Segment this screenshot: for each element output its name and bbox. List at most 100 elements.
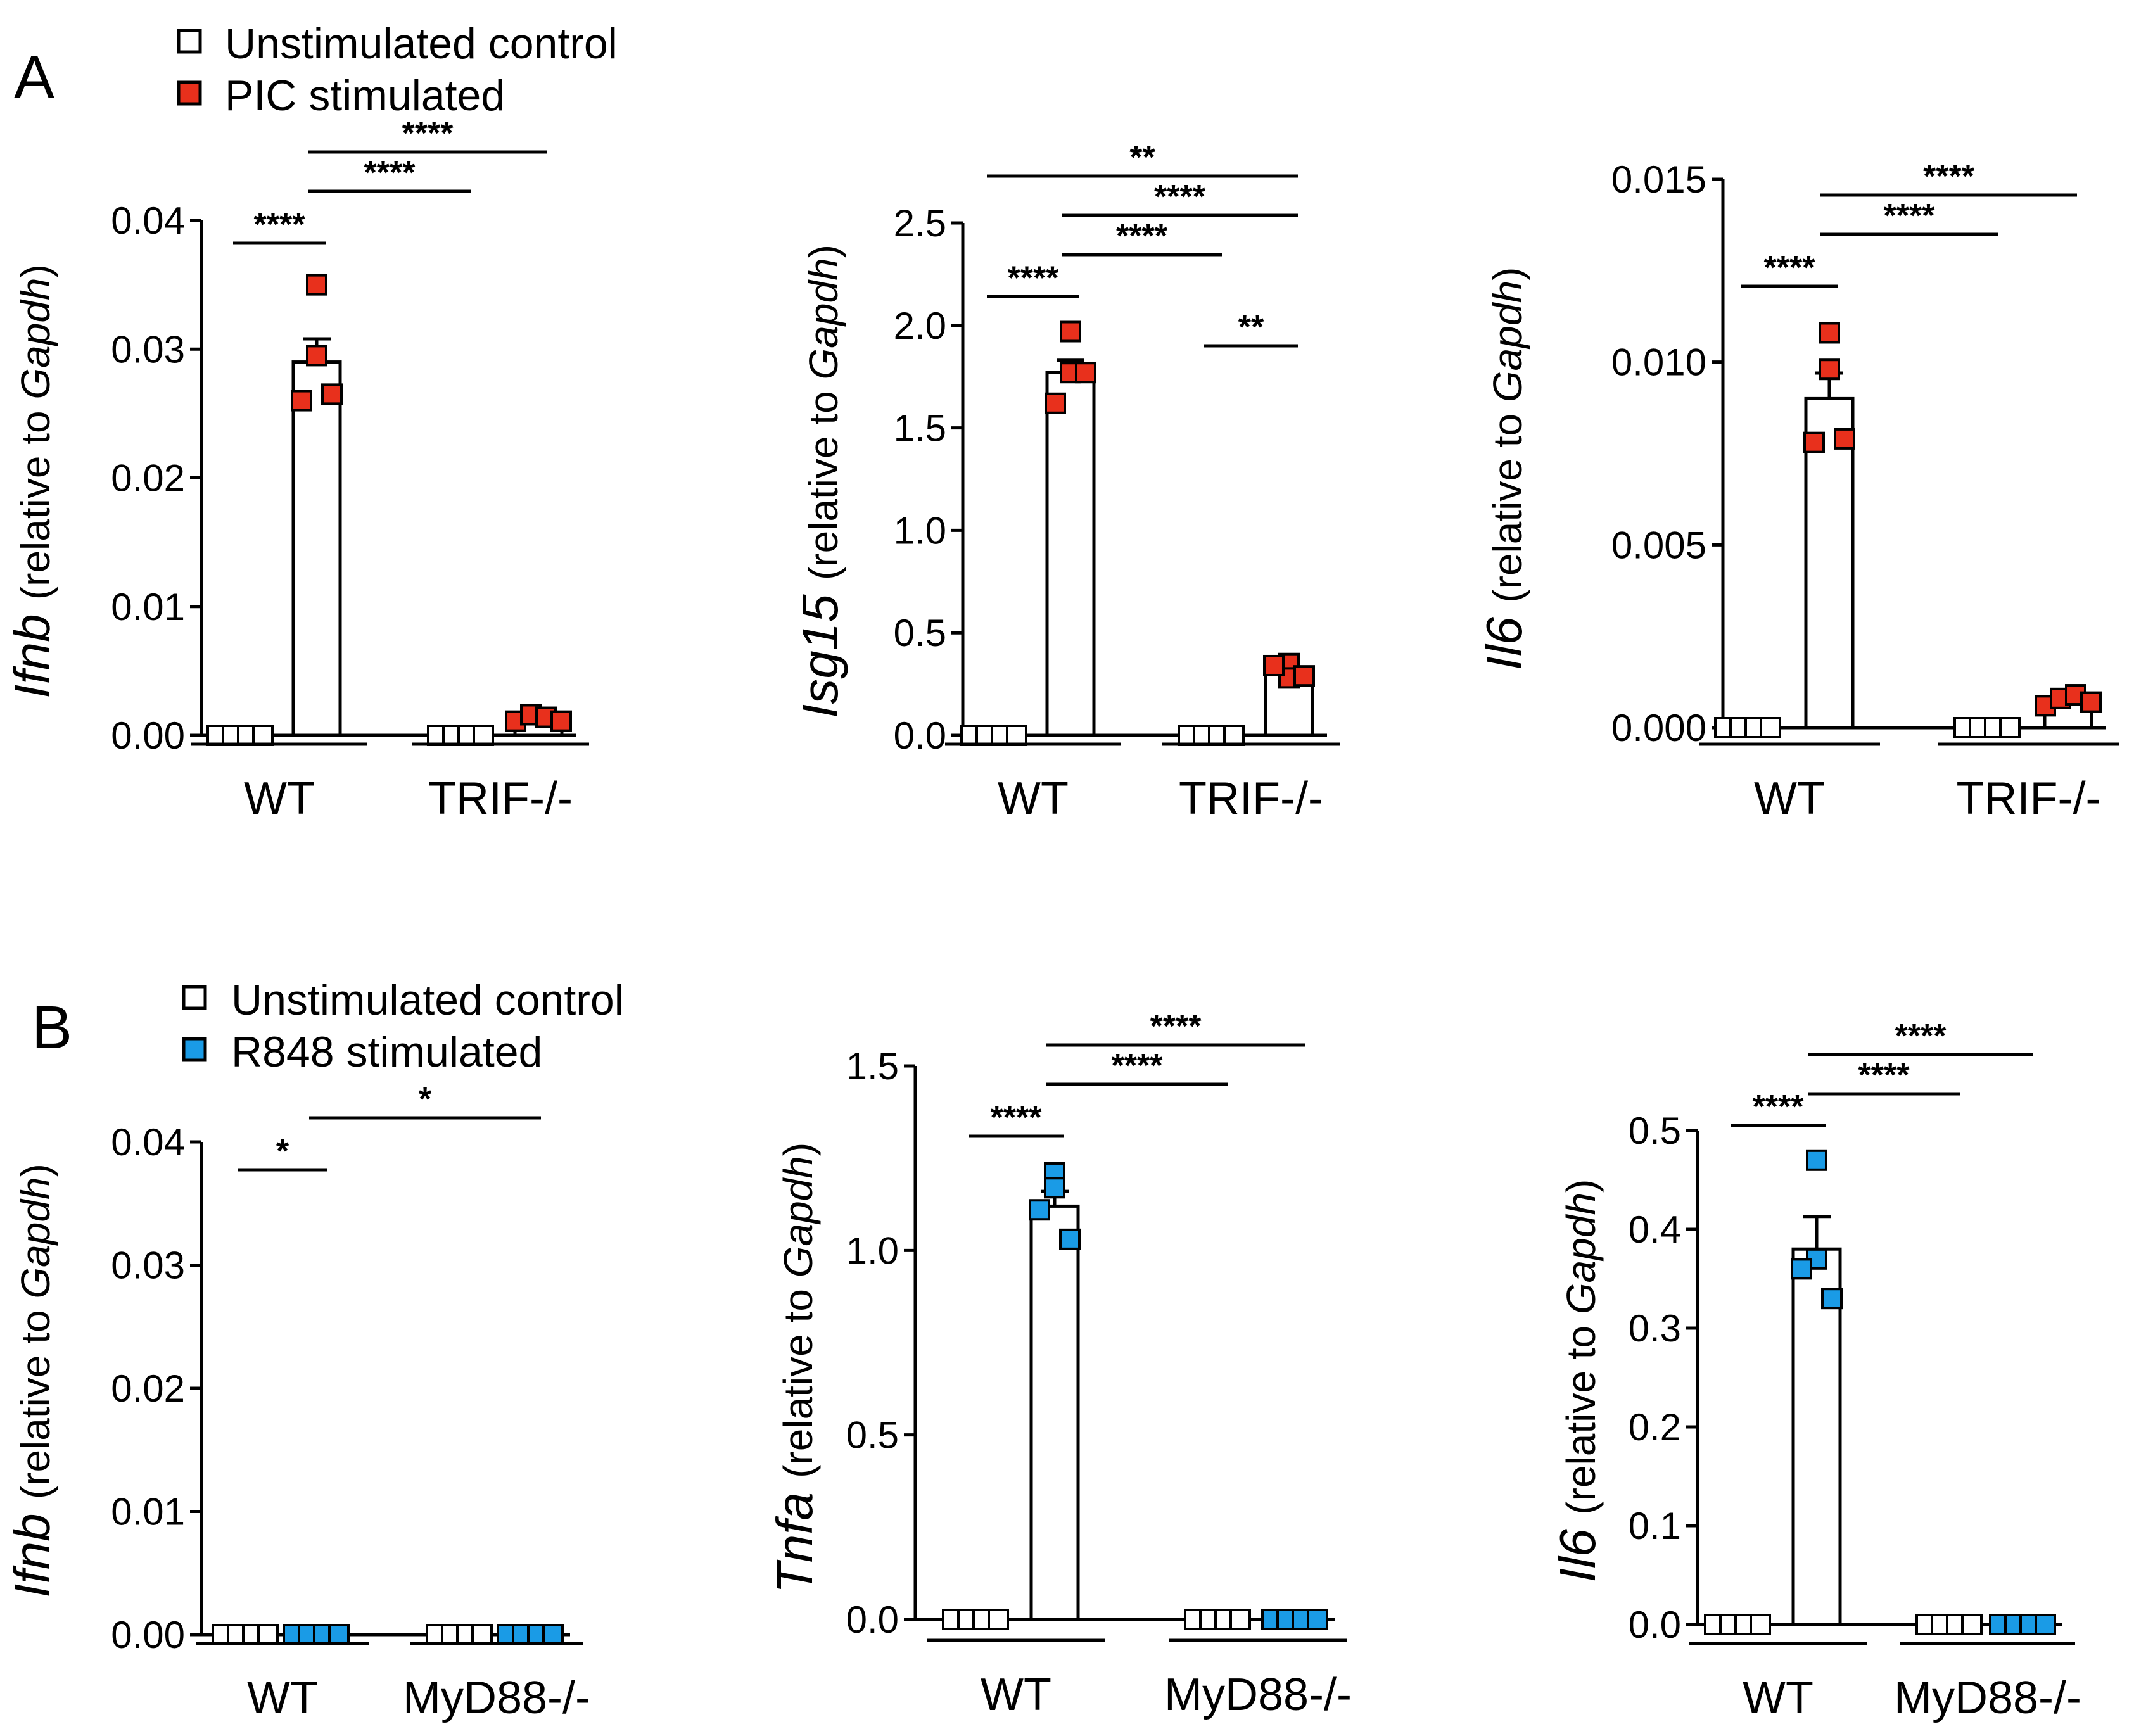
y-axis-label: Il6 (relative to Gapdh)	[1549, 1179, 1606, 1583]
data-point	[1045, 392, 1066, 414]
y-axis-close: )	[13, 1163, 58, 1177]
y-tick-label: 0.2	[1629, 1406, 1681, 1448]
sig-label: *	[276, 1133, 289, 1170]
y-axis-suffix: (relative to	[801, 379, 846, 580]
y-tick-label: 0.0	[894, 714, 946, 757]
data-point	[1999, 717, 2021, 738]
data-point	[1760, 717, 1781, 738]
sig-label: ****	[1753, 1089, 1805, 1125]
y-tick-label: 1.0	[846, 1229, 899, 1272]
data-point	[1806, 1149, 1827, 1171]
y-tick-label: 0.1	[1629, 1505, 1681, 1547]
data-point	[2080, 691, 2102, 713]
legend-a-stim-label: PIC stimulated	[225, 72, 505, 120]
sig-label: ****	[364, 155, 416, 191]
y-tick-label: 2.5	[894, 202, 946, 244]
y-axis-gene: Ifnb	[4, 1499, 60, 1598]
y-axis-label: Il6 (relative to Gapdh)	[1476, 267, 1532, 671]
y-tick-label: 0.015	[1611, 158, 1706, 201]
data-point	[1791, 1258, 1812, 1280]
y-tick-label: 0.02	[111, 1367, 185, 1410]
y-axis-label: Tnfa (relative to Gapdh)	[766, 1143, 823, 1593]
sig-label: ****	[1895, 1018, 1947, 1055]
sig-label: *	[419, 1081, 432, 1118]
legend-b-stim-label: R848 stimulated	[231, 1028, 542, 1076]
group-label: WT	[998, 773, 1069, 824]
y-tick-label: 0.04	[111, 200, 185, 242]
data-point	[1060, 320, 1081, 343]
y-tick-label: 0.0	[846, 1599, 899, 1641]
sig-label: ****	[1008, 260, 1060, 297]
sig-label: ****	[1858, 1057, 1910, 1094]
y-axis-close: )	[13, 264, 58, 277]
y-axis-gene: Ifnb	[4, 600, 60, 699]
y-axis-ref: Gapdh	[1558, 1193, 1604, 1314]
panel-b-letter: B	[32, 994, 72, 1061]
y-tick-label: 1.0	[894, 509, 946, 552]
data-point	[1075, 362, 1096, 384]
sig-label: ****	[254, 206, 306, 243]
data-point	[1029, 1199, 1050, 1221]
y-tick-label: 0.010	[1611, 341, 1706, 384]
y-tick-label: 0.02	[111, 457, 185, 500]
chart-A1: 0.00 0.01 0.02 0.03 0.04 Ifnb (relative to Ga…	[4, 115, 589, 824]
y-tick-label: 0.00	[111, 714, 185, 757]
sig-label: ****	[1150, 1008, 1202, 1045]
legend-a-stim-swatch	[177, 80, 202, 106]
sig-label: ****	[1154, 179, 1206, 215]
y-axis-ref: Gapdh	[775, 1156, 821, 1277]
data-point	[291, 390, 312, 412]
sig-label: **	[1238, 309, 1264, 346]
data-point	[1229, 1609, 1251, 1630]
data-point	[1006, 725, 1027, 746]
data-point	[988, 1609, 1009, 1630]
data-point	[257, 1624, 279, 1645]
data-point	[1819, 322, 1840, 344]
group-label: WT	[244, 773, 315, 824]
sig-label: ****	[1764, 250, 1816, 286]
group-label: TRIF-/-	[428, 773, 573, 824]
y-tick-label: 0.0	[1629, 1604, 1681, 1646]
sig-label: ****	[1112, 1048, 1164, 1084]
data-point	[1293, 665, 1315, 687]
group-label: TRIF-/-	[1179, 773, 1323, 824]
data-point	[1307, 1609, 1328, 1630]
group-label: MyD88-/-	[403, 1673, 590, 1723]
data-point	[1819, 358, 1840, 381]
y-axis-close: )	[1485, 267, 1530, 281]
data-point	[1059, 1228, 1081, 1250]
legend-b-unstim-swatch	[182, 985, 207, 1010]
y-tick-label: 0.4	[1629, 1208, 1681, 1251]
data-point	[321, 383, 343, 405]
data-point	[1961, 1614, 1983, 1635]
data-point	[252, 725, 274, 746]
y-tick-label: 0.005	[1611, 524, 1706, 566]
y-tick-label: 0.00	[111, 1614, 185, 1656]
group-label: MyD88-/-	[1894, 1673, 2081, 1723]
y-axis-close: )	[1558, 1179, 1604, 1193]
sig-label: ****	[1116, 218, 1168, 255]
chart-A3: 0.000 0.005 0.010 0.015 Il6 (relative to Gap…	[1476, 158, 2119, 824]
data-point	[473, 725, 494, 746]
y-axis-gene: Tnfa	[766, 1478, 823, 1593]
panel-a-letter: A	[14, 44, 54, 111]
y-tick-label: 0.03	[111, 1245, 185, 1287]
y-tick-label: 1.5	[846, 1045, 899, 1087]
chart-A2: 0.0 0.5 1.0 1.5 2.0 2.5 Isg15 (relative to Gap…	[792, 139, 1340, 824]
y-axis-gene: Il6	[1476, 603, 1532, 671]
y-tick-label: 0.03	[111, 328, 185, 371]
data-point	[1803, 431, 1825, 453]
data-point	[306, 345, 327, 367]
y-tick-label: 0.000	[1611, 707, 1706, 749]
chart-B3: 0.0 0.1 0.2 0.3 0.4 0.5 Il6 (relative to Gapdh…	[1549, 1018, 2081, 1723]
sig-label: ****	[991, 1099, 1043, 1136]
group-label: WT	[1754, 773, 1825, 824]
y-tick-label: 0.04	[111, 1121, 185, 1163]
data-point	[1750, 1614, 1771, 1635]
y-tick-label: 0.01	[111, 586, 185, 628]
y-axis-suffix: (relative to	[775, 1277, 821, 1478]
legend-a-unstim-swatch	[177, 29, 202, 54]
chart-B1: 0.00 0.01 0.02 0.03 0.04 Ifnb (relative to Ga…	[4, 1081, 590, 1723]
group-label: TRIF-/-	[1957, 773, 2101, 824]
